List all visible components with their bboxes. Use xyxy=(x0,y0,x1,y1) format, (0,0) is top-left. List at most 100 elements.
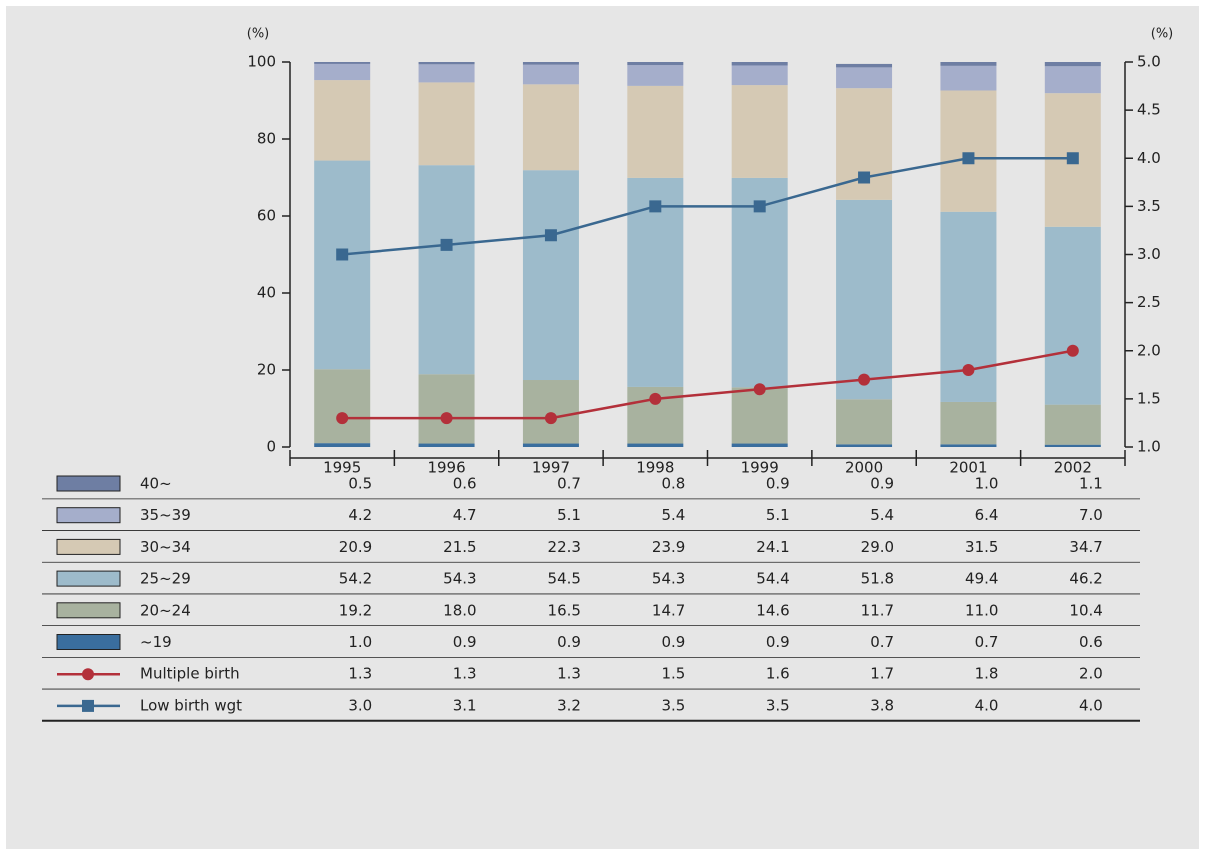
table-cell: 3.5 xyxy=(661,696,685,714)
table-cell: 0.7 xyxy=(870,633,894,651)
bar-segment xyxy=(731,387,788,444)
table-cell: 0.6 xyxy=(453,475,477,493)
bar-segment xyxy=(731,443,788,447)
table-cell: 3.1 xyxy=(453,696,477,714)
table-cell: 1.6 xyxy=(766,665,790,683)
table-cell: 1.5 xyxy=(661,665,685,683)
bar-segment xyxy=(940,90,997,212)
bar-segment xyxy=(314,80,371,161)
x-tick-label: 1995 xyxy=(323,459,361,477)
table-cell: 22.3 xyxy=(548,538,581,556)
y-tick-label: 100 xyxy=(247,53,276,71)
marker xyxy=(440,238,453,251)
bar-segment xyxy=(836,67,893,89)
marker xyxy=(544,229,557,242)
bar-segment xyxy=(314,443,371,447)
bar-segment xyxy=(522,62,579,65)
y2-tick-label: 5.0 xyxy=(1137,53,1161,71)
y2-axis-label: (%) xyxy=(1151,27,1174,42)
table-cell: 0.7 xyxy=(975,633,999,651)
legend-marker xyxy=(82,699,94,712)
y-tick-label: 20 xyxy=(257,361,276,379)
table-cell: 0.5 xyxy=(348,475,372,493)
bar-segment xyxy=(418,64,475,83)
y-tick-label: 60 xyxy=(257,207,276,225)
table-cell: 3.2 xyxy=(557,696,581,714)
bar-segment xyxy=(522,64,579,85)
y-tick-label: 40 xyxy=(257,284,276,302)
marker xyxy=(858,373,871,386)
bar-segment xyxy=(836,199,893,400)
table-cell: 4.7 xyxy=(453,506,477,524)
table-cell: 54.3 xyxy=(443,570,476,588)
x-tick-label: 2002 xyxy=(1054,459,1092,477)
table-cell: 2.0 xyxy=(1079,665,1103,683)
table-cell: 19.2 xyxy=(339,601,372,619)
table-cell: 49.4 xyxy=(965,570,998,588)
table-cell: 7.0 xyxy=(1079,506,1103,524)
table-cell: 14.7 xyxy=(652,601,685,619)
bar-segment xyxy=(1044,444,1101,447)
table-cell: 0.9 xyxy=(557,633,581,651)
table-cell: 0.8 xyxy=(661,475,685,493)
table-cell: 4.0 xyxy=(975,696,999,714)
x-tick-label: 1998 xyxy=(636,459,674,477)
bar-segment xyxy=(940,444,997,447)
bar-segment xyxy=(418,82,475,166)
bar-segment xyxy=(731,65,788,86)
table-cell: 1.1 xyxy=(1079,475,1103,493)
bar-segment xyxy=(314,63,371,81)
table-cell: 4.2 xyxy=(348,506,372,524)
x-tick-label: 1996 xyxy=(427,459,465,477)
legend-swatch xyxy=(56,634,121,650)
line-series xyxy=(342,349,1074,420)
table-cell: 0.9 xyxy=(661,633,685,651)
table-cell: 1.3 xyxy=(348,665,372,683)
y2-tick-label: 1.0 xyxy=(1137,438,1161,456)
table-cell: 1.3 xyxy=(557,665,581,683)
table-cell: 3.0 xyxy=(348,696,372,714)
table-cell: 5.4 xyxy=(870,506,894,524)
marker xyxy=(336,412,349,425)
table-cell: 0.9 xyxy=(766,633,790,651)
table-cell: 16.5 xyxy=(548,601,581,619)
y2-tick-label: 4.5 xyxy=(1137,101,1161,119)
table-cell: 20.9 xyxy=(339,538,372,556)
bar-segment xyxy=(522,380,579,444)
table-cell: 18.0 xyxy=(443,601,476,619)
table-cell: 10.4 xyxy=(1069,601,1102,619)
legend-label: 25~29 xyxy=(140,570,191,588)
legend-swatch xyxy=(56,475,121,492)
y-tick-label: 80 xyxy=(257,130,276,148)
table-cell: 3.5 xyxy=(766,696,790,714)
table-cell: 1.0 xyxy=(348,633,372,651)
table-cell: 0.9 xyxy=(870,475,894,493)
bar-segment xyxy=(627,65,684,86)
table-cell: 14.6 xyxy=(756,601,789,619)
bar-segment xyxy=(627,443,684,447)
table-cell: 24.1 xyxy=(756,538,789,556)
legend-label: 35~39 xyxy=(140,506,191,524)
legend-label: ~19 xyxy=(140,633,172,651)
marker xyxy=(962,364,975,376)
table-cell: 5.4 xyxy=(661,506,685,524)
marker xyxy=(962,152,975,165)
bar-segment xyxy=(940,401,997,445)
line-series xyxy=(342,157,1073,256)
bar-segment xyxy=(940,62,997,66)
marker xyxy=(753,200,766,213)
table-cell: 54.4 xyxy=(756,570,789,588)
table-cell: 51.8 xyxy=(861,570,894,588)
legend-label: Multiple birth xyxy=(140,665,240,683)
table-cell: 4.0 xyxy=(1079,696,1103,714)
marker xyxy=(753,383,766,396)
table-cell: 54.2 xyxy=(339,570,372,588)
table-cell: 0.7 xyxy=(557,475,581,493)
bar-segment xyxy=(418,165,475,375)
y2-tick-label: 2.5 xyxy=(1137,293,1161,311)
bar-segment xyxy=(940,65,997,91)
bar-segment xyxy=(314,369,371,444)
legend-swatch xyxy=(56,507,121,524)
